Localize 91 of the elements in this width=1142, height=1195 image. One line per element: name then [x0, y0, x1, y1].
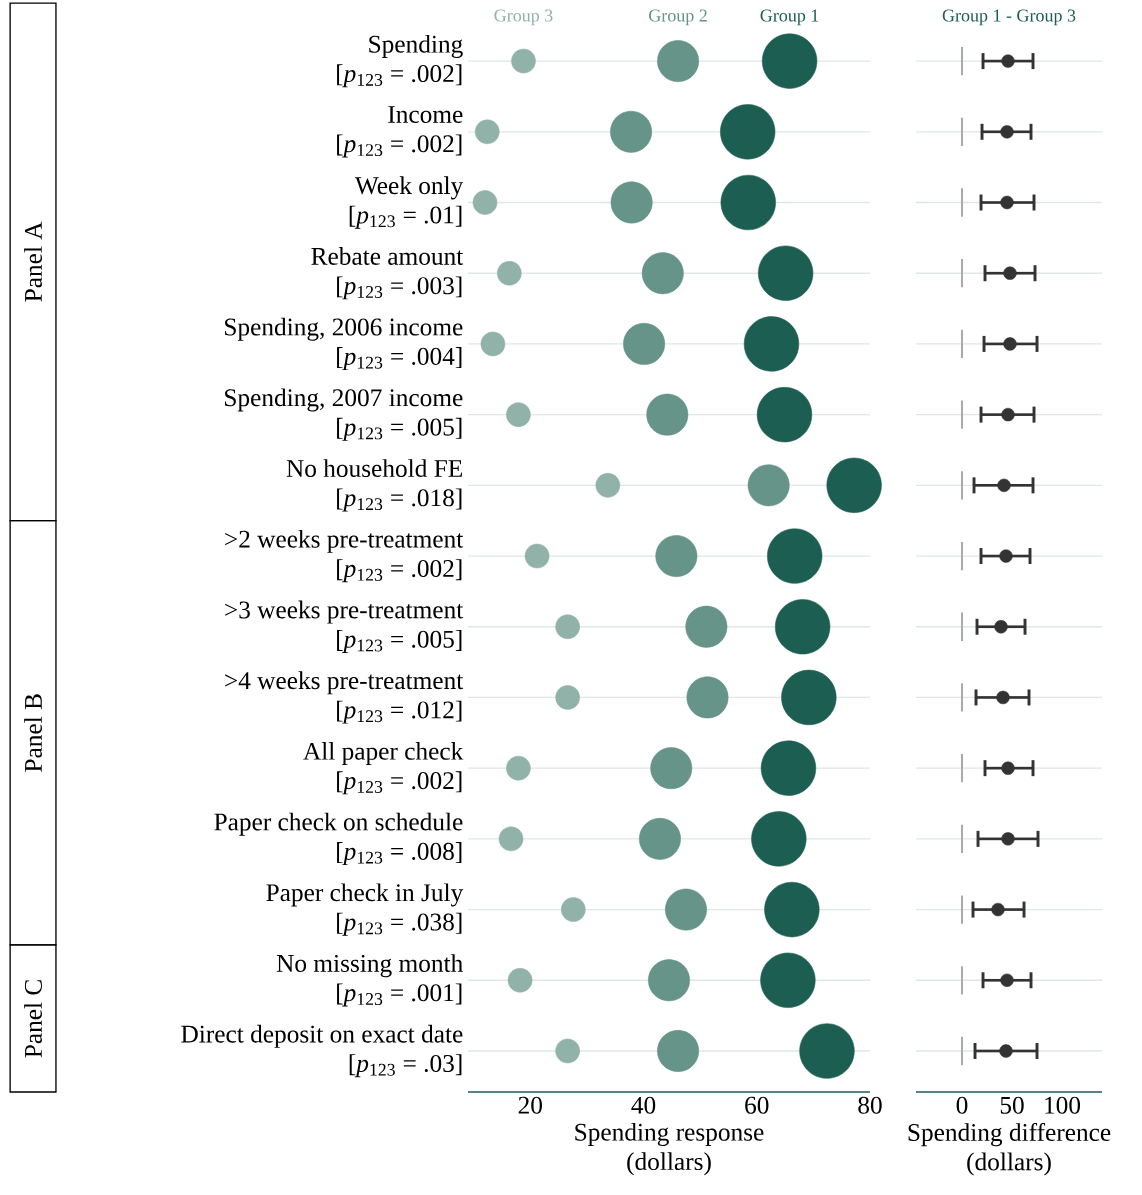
point [799, 1023, 855, 1079]
category-label: Income [p$_{123}$ = .002] [337, 106, 463, 158]
point [758, 245, 814, 301]
x-tick-label: 40 [631, 1096, 656, 1114]
point [1001, 407, 1015, 422]
point [511, 48, 536, 74]
point [472, 190, 498, 215]
point [507, 968, 533, 993]
point [1003, 337, 1017, 351]
point [657, 1030, 699, 1072]
y-tick-label: Rebate amount [p$_{123}$ = .003] [311, 247, 464, 300]
y-tick-label: Spending [p$_{123}$ = .002] [337, 34, 463, 88]
point [657, 40, 699, 83]
point [555, 614, 580, 640]
x-axis-title: Spending difference (dollars) [908, 1122, 1111, 1176]
point [480, 331, 506, 357]
point [648, 959, 690, 1002]
point [646, 393, 689, 436]
point [639, 817, 681, 860]
point [497, 260, 522, 286]
point [1001, 761, 1015, 775]
series-label: Group 1 [760, 9, 819, 26]
point [991, 902, 1005, 917]
text: Panel B [24, 694, 42, 772]
point [775, 599, 831, 655]
point [781, 669, 837, 726]
point [665, 888, 707, 931]
y-tick-label: >3 weeks pre-treatment [p$_{123}$ = .005] [225, 600, 464, 653]
x-tick-label: 80 [858, 1096, 882, 1114]
point [1000, 125, 1014, 139]
point [756, 387, 813, 443]
point [1000, 195, 1014, 210]
point [997, 478, 1011, 492]
point [760, 952, 816, 1008]
point [761, 33, 818, 89]
x-tick-label: 0 [956, 1096, 968, 1114]
series-label: Group 2 [649, 9, 707, 26]
point [743, 316, 800, 372]
text: Panel A [24, 221, 42, 302]
y-tick-label: Paper check in July [p$_{123}$ = .038] [266, 883, 464, 936]
point [506, 755, 531, 781]
x-tick-label: 100 [1045, 1096, 1081, 1114]
y-tick-label: No missing month [p$_{123}$ = .001] [276, 954, 463, 1007]
series-label: Group 3 [494, 9, 553, 26]
y-tick-label: No household FE [p$_{123}$ = .018] [286, 459, 462, 512]
point [720, 104, 776, 160]
point [474, 119, 500, 145]
y-tick-label: Week only [p$_{123}$ = .01] [349, 176, 464, 229]
point [1001, 54, 1015, 68]
x-axis-title: Spending response (dollars) [575, 1122, 764, 1176]
point [1000, 973, 1014, 987]
point [685, 605, 728, 648]
point [686, 676, 729, 719]
point [623, 322, 666, 365]
point [641, 252, 684, 295]
point [506, 402, 531, 427]
point [610, 181, 653, 224]
point [747, 464, 790, 507]
point [767, 528, 823, 584]
point [1001, 832, 1015, 846]
point [555, 1038, 580, 1064]
point [994, 620, 1008, 634]
y-tick-label: Direct deposit on exact date [p$_{123}$ = .03] [181, 1024, 463, 1078]
point [764, 881, 820, 938]
chart-title: Group 1 - Group 3 [942, 9, 1076, 26]
y-tick-label: >4 weeks pre-treatment [p$_{123}$ = .012] [225, 671, 464, 724]
y-tick-label: >2 weeks pre-treatment [p$_{123}$ = .002] [225, 529, 464, 583]
point [650, 747, 693, 790]
point [555, 685, 580, 710]
point [655, 535, 698, 577]
point [999, 1044, 1013, 1058]
x-tick-label: 50 [1000, 1096, 1024, 1114]
y-tick-label: Spending, 2007 income [p$_{123}$ = .005] [225, 388, 463, 441]
point [826, 457, 882, 513]
y-tick-label: Paper check on schedule [p$_{123}$ = .008] [214, 812, 463, 866]
y-tick-label: All paper check [p$_{123}$ = .002] [303, 742, 464, 795]
point [595, 473, 621, 498]
point [561, 897, 586, 922]
point [720, 174, 776, 231]
point [751, 811, 807, 867]
y-tick-label: Spending, 2006 income [p$_{123}$ = .004] [225, 317, 463, 371]
x-tick-label: 60 [745, 1096, 769, 1114]
text: Panel C [24, 980, 42, 1058]
point [999, 549, 1013, 563]
x-tick-label: 20 [518, 1096, 542, 1114]
point [996, 690, 1010, 705]
point [498, 826, 524, 852]
point [760, 740, 817, 796]
point [524, 543, 550, 569]
point [1003, 266, 1017, 280]
point [610, 110, 652, 153]
